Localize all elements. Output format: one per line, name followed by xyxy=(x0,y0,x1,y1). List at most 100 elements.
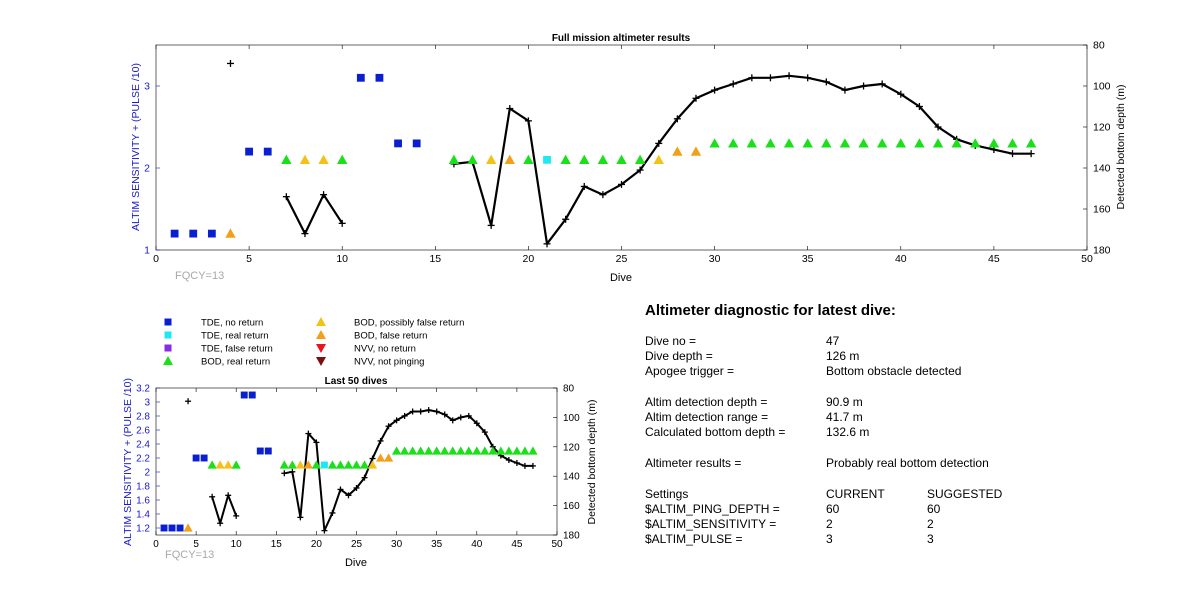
x-tick-label: 10 xyxy=(231,539,243,550)
status-marker-triangle xyxy=(653,154,664,164)
legend-symbol-triangle xyxy=(163,356,173,365)
y2-tick-label: 180 xyxy=(1093,245,1111,257)
y-tick-label: 1.6 xyxy=(136,496,150,507)
status-marker-triangle xyxy=(303,460,313,469)
legend-label: BOD, false return xyxy=(354,331,427,342)
status-marker-triangle xyxy=(839,138,851,148)
status-marker-triangle xyxy=(523,154,534,164)
legend-symbol-triangle xyxy=(316,330,326,339)
depth-series xyxy=(185,398,536,534)
x-tick-label: 35 xyxy=(802,253,814,265)
x-tick-label: 25 xyxy=(351,539,363,550)
depth-line xyxy=(453,74,1032,245)
diag-label: Apogee trigger = xyxy=(645,364,735,378)
legend-symbol-triangle-down xyxy=(316,344,326,353)
status-marker-triangle xyxy=(988,138,1000,148)
status-marker-triangle xyxy=(456,446,466,455)
setting-current: 3 xyxy=(826,532,833,546)
status-marker-square xyxy=(207,229,216,238)
status-marker-square xyxy=(248,391,256,399)
y2-tick-label: 100 xyxy=(1093,81,1111,93)
y2-tick-label: 80 xyxy=(563,384,575,395)
legend-symbol-square xyxy=(164,318,172,326)
setting-label: $ALTIM_PULSE = xyxy=(645,532,743,546)
status-marker-triangle xyxy=(488,446,498,455)
status-marker-triangle xyxy=(183,523,193,532)
x-tick-label: 10 xyxy=(336,253,348,265)
legend-item: NVV, not pinging xyxy=(316,357,424,368)
diag-label: Altim detection depth = xyxy=(645,395,768,409)
status-marker-square xyxy=(200,454,208,462)
y2-tick-label: 120 xyxy=(1093,122,1111,134)
legend: TDE, no return TDE, real return TDE, false… xyxy=(163,317,464,368)
diag-value: 132.6 m xyxy=(826,425,870,439)
y2-tick-label: 160 xyxy=(563,501,580,512)
status-marker-triangle xyxy=(448,154,460,164)
legend-label: TDE, no return xyxy=(201,318,263,329)
status-marker-triangle xyxy=(440,446,450,455)
x-tick-label: 5 xyxy=(193,539,199,550)
altimeter-diagnostic-panel: Altimeter diagnostic for latest dive: Di… xyxy=(645,302,1165,562)
status-marker-triangle xyxy=(408,446,418,455)
status-marker-triangle xyxy=(337,154,348,164)
chart-title: Last 50 dives xyxy=(325,376,388,387)
status-marker-triangle xyxy=(914,138,925,148)
depth-series xyxy=(226,59,1035,248)
status-marker-square xyxy=(160,524,168,532)
status-marker-triangle xyxy=(335,460,346,469)
fqcy-annotation: FQCY=13 xyxy=(165,549,214,561)
y-tick-label: 1 xyxy=(144,245,150,257)
legend-label: TDE, real return xyxy=(201,331,269,342)
status-marker-square xyxy=(240,391,248,399)
diag-label: Altim detection range = xyxy=(645,410,769,424)
status-marker-triangle xyxy=(951,138,962,148)
settings-suggested-header: SUGGESTED xyxy=(927,487,1003,501)
x-tick-label: 35 xyxy=(431,539,443,550)
diag-value: 41.7 m xyxy=(826,410,863,424)
x-axis-label: Dive xyxy=(345,557,367,569)
legend-symbol-triangle xyxy=(316,317,326,326)
status-marker-triangle xyxy=(858,138,869,148)
status-marker-triangle xyxy=(765,138,776,148)
status-marker-triangle xyxy=(597,154,609,164)
status-marker-triangle xyxy=(295,460,305,469)
status-marker-triangle xyxy=(560,154,571,164)
diag-label: Calculated bottom depth = xyxy=(645,425,786,439)
status-marker-triangle xyxy=(728,138,739,148)
status-marker-square xyxy=(394,139,402,148)
status-series xyxy=(160,391,538,532)
setting-label: $ALTIM_SENSITIVITY = xyxy=(645,517,777,531)
status-marker-triangle xyxy=(821,138,832,148)
depth-line xyxy=(284,409,533,532)
status-marker-square xyxy=(375,73,384,82)
status-marker-triangle xyxy=(932,138,944,148)
legend-label: BOD, possibly false return xyxy=(354,318,464,329)
diag-label: Dive no = xyxy=(645,334,697,348)
status-marker-triangle xyxy=(746,138,758,148)
y-tick-label: 2.4 xyxy=(136,440,150,451)
diag-label: Altimeter results = xyxy=(645,456,742,470)
depth-line xyxy=(285,193,344,235)
y-tick-label: 2 xyxy=(144,468,150,479)
status-marker-triangle xyxy=(383,453,394,462)
legend-item: BOD, possibly false return xyxy=(316,317,464,329)
status-marker-triangle xyxy=(231,460,241,469)
status-marker-triangle xyxy=(464,446,474,455)
x-axis-label: Dive xyxy=(610,272,632,284)
y-tick-label: 2.8 xyxy=(136,412,150,423)
status-marker-square xyxy=(264,447,272,455)
status-marker-triangle xyxy=(528,446,538,455)
setting-suggested: 2 xyxy=(927,517,934,531)
y2-tick-label: 180 xyxy=(563,531,580,542)
x-tick-label: 15 xyxy=(271,539,283,550)
status-marker-triangle xyxy=(215,460,225,469)
status-marker-triangle xyxy=(287,460,297,469)
status-marker-triangle xyxy=(448,446,458,455)
axes: 0 5 10 15 20 25 30 35 40 45 50 1 2 3 80 100 120 140 160 180 xyxy=(144,40,1111,266)
legend-symbol-square xyxy=(164,344,172,352)
status-marker-triangle xyxy=(299,154,311,164)
status-marker-square xyxy=(176,524,184,532)
legend-label: NVV, not pinging xyxy=(354,357,424,368)
x-tick-label: 20 xyxy=(523,253,535,265)
status-marker-triangle xyxy=(512,446,522,455)
